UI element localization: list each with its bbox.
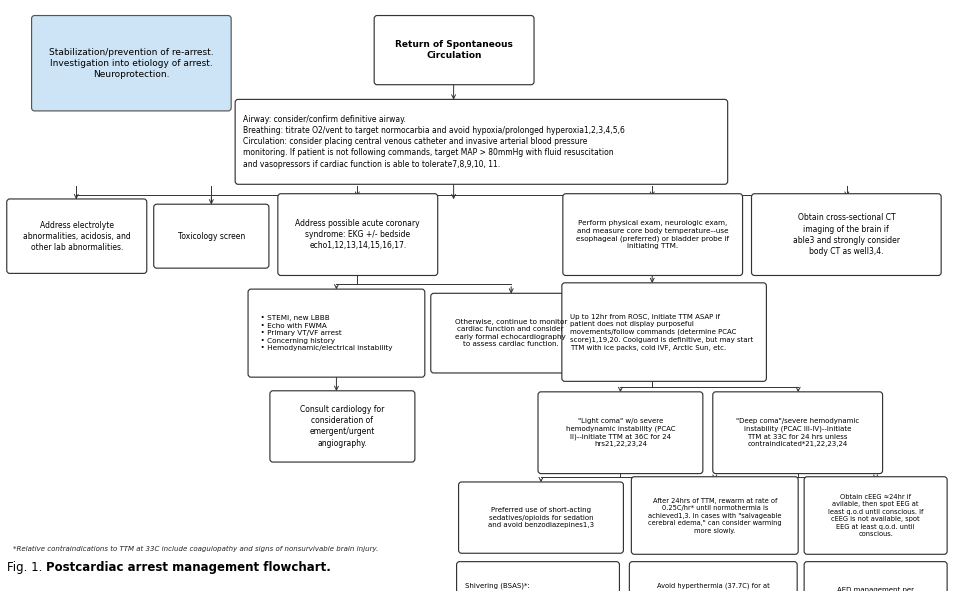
FancyBboxPatch shape: [751, 194, 941, 275]
FancyBboxPatch shape: [561, 283, 765, 381]
Text: Consult cardiology for
consideration of
emergent/urgent
angiography.: Consult cardiology for consideration of …: [300, 405, 384, 447]
Text: • STEMI, new LBBB
  • Echo with FWMA
  • Primary VT/VF arrest
  • Concerning his: • STEMI, new LBBB • Echo with FWMA • Pri…: [255, 315, 392, 351]
Text: Fig. 1.: Fig. 1.: [7, 561, 50, 574]
Text: Up to 12hr from ROSC, initiate TTM ASAP if
patient does not display purposeful
m: Up to 12hr from ROSC, initiate TTM ASAP …: [569, 314, 752, 350]
FancyBboxPatch shape: [458, 482, 622, 553]
Text: Otherwise, continue to monitor
cardiac function and consider
early formal echoca: Otherwise, continue to monitor cardiac f…: [454, 319, 566, 348]
Text: Obtain cEEG ≈24hr if
avilable, then spot EEG at
least q.o.d until conscious. If
: Obtain cEEG ≈24hr if avilable, then spot…: [827, 493, 923, 537]
Text: Preferred use of short-acting
sedatives/opioids for sedation
and avoid benzodiaz: Preferred use of short-acting sedatives/…: [487, 507, 594, 528]
Text: Airway: consider/confirm definitive airway.
Breathing: titrate O2/vent to target: Airway: consider/confirm definitive airw…: [243, 115, 624, 168]
FancyBboxPatch shape: [234, 99, 727, 184]
FancyBboxPatch shape: [562, 194, 741, 275]
Text: Avoid hyperthermia (37.7C) for at
least 72hr after ROSC using
pharmacotherapy an: Avoid hyperthermia (37.7C) for at least …: [656, 583, 769, 591]
Text: Postcardiac arrest management flowchart.: Postcardiac arrest management flowchart.: [47, 561, 331, 574]
FancyBboxPatch shape: [7, 199, 147, 274]
FancyBboxPatch shape: [803, 477, 946, 554]
Text: Obtain cross-sectional CT
imaging of the brain if
able3 and strongly consider
bo: Obtain cross-sectional CT imaging of the…: [792, 213, 899, 256]
FancyBboxPatch shape: [631, 477, 798, 554]
Text: "Deep coma"/severe hemodynamic
instability (PCAC III-IV)--initiate
TTM at 33C fo: "Deep coma"/severe hemodynamic instabili…: [736, 418, 859, 447]
Text: Stabilization/prevention of re-arrest.
Investigation into etiology of arrest.
Ne: Stabilization/prevention of re-arrest. I…: [49, 48, 213, 79]
FancyBboxPatch shape: [31, 15, 231, 111]
Text: Perform physical exam, neurologic exam,
and measure core body temperature--use
e: Perform physical exam, neurologic exam, …: [576, 220, 728, 249]
FancyBboxPatch shape: [803, 561, 946, 591]
FancyBboxPatch shape: [456, 561, 618, 591]
Text: "Light coma" w/o severe
hemodynamic instability (PCAC
II)--initiate TTM at 36C f: "Light coma" w/o severe hemodynamic inst…: [565, 418, 675, 447]
FancyBboxPatch shape: [537, 392, 702, 473]
FancyBboxPatch shape: [153, 204, 269, 268]
Text: Shivering (BSAS)*:
Mild: propofol
Mod/severe: propofol/fentanyl
Refractory: rocu: Shivering (BSAS)*: Mild: propofol Mod/se…: [464, 583, 569, 591]
Text: After 24hrs of TTM, rewarm at rate of
0.25C/hr* until normothermia is
achieved1,: After 24hrs of TTM, rewarm at rate of 0.…: [647, 498, 781, 534]
Text: Address possible acute coronary
syndrome: EKG +/- bedside
echo1,12,13,14,15,16,1: Address possible acute coronary syndrome…: [295, 219, 419, 250]
FancyBboxPatch shape: [431, 293, 590, 373]
Text: Toxicology screen: Toxicology screen: [177, 232, 245, 241]
Text: *Relative contraindications to TTM at 33C include coagulopathy and signs of nons: *Relative contraindications to TTM at 33…: [12, 546, 377, 552]
FancyBboxPatch shape: [374, 15, 534, 85]
FancyBboxPatch shape: [712, 392, 882, 473]
FancyBboxPatch shape: [277, 194, 437, 275]
Text: Address electrolyte
abnormalities, acidosis, and
other lab abnormalities.: Address electrolyte abnormalities, acido…: [23, 220, 131, 252]
FancyBboxPatch shape: [248, 289, 424, 377]
Text: AED management per
standards for other causes of
seizures/status epilepticus.: AED management per standards for other c…: [823, 587, 926, 591]
Text: Return of Spontaneous
Circulation: Return of Spontaneous Circulation: [395, 40, 513, 60]
FancyBboxPatch shape: [270, 391, 415, 462]
FancyBboxPatch shape: [629, 561, 797, 591]
